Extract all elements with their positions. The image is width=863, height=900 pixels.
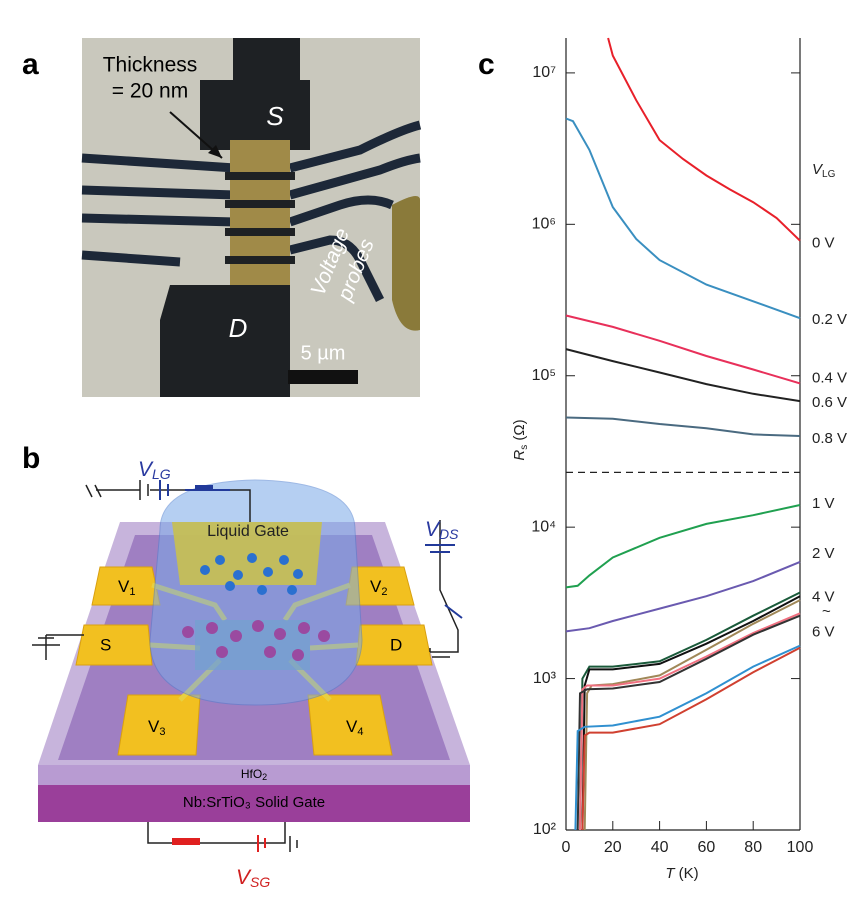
panel-label: a [22,48,39,81]
series-label: 0.8 V [812,430,847,447]
y-tick-label: 10³ [533,670,557,687]
series-label: 2 V [812,545,835,562]
series-label: 0.2 V [812,311,847,328]
panel-label: c [478,48,495,81]
chart: c T (K) Rs (Ω) VLG ~ 10² 10³ 10⁴ 10⁵ 10⁶ 10⁷ 0… [478,37,847,882]
y-tick-label: 10² [533,821,557,838]
data-line [581,646,801,831]
data-line [565,560,801,633]
y-tick-label: 10⁵ [532,367,556,384]
series-label: 1 V [812,495,835,512]
device-diagram [32,479,470,852]
series-label: 0.6 V [812,394,847,411]
dielectric-label: HfO2 [241,767,267,782]
x-tick-label: 100 [787,839,814,856]
v-sg-label: VSG [236,866,270,890]
y-axis-label: Rs (Ω) [511,419,530,460]
panel-label: b [22,442,40,475]
thickness-label: Thickness [103,54,198,77]
data-line [565,314,801,385]
series-label: 4 V [812,589,835,606]
x-tick-label: 20 [604,839,622,856]
data-line [576,614,801,831]
series-label: 6 V [812,624,835,641]
x-tick-label: 80 [744,839,762,856]
x-tick-label: 40 [651,839,669,856]
series-label: 0 V [812,235,835,252]
x-axis-label: T (K) [665,865,698,882]
y-tick-label: 10⁶ [532,216,556,233]
data-line [565,117,801,320]
data-line [581,595,801,831]
pad-label: V1 [118,577,135,597]
source-pad-label: S [100,635,111,654]
data-line [565,504,801,589]
drain-label: D [229,313,248,343]
source-label: S [266,101,284,131]
liquid-gate-label: Liquid Gate [207,523,289,540]
data-line [579,591,801,831]
micrograph [81,38,422,397]
v-lg-label: VLG [138,458,171,482]
thickness-value: = 20 nm [112,80,188,103]
data-line [565,416,801,437]
y-tick-label: 10⁴ [531,518,556,535]
scale-label: 5 µm [301,342,346,364]
data-line [565,348,801,403]
y-tick-label: 10⁷ [532,64,556,81]
x-tick-label: 0 [562,839,571,856]
pad-label: V4 [346,717,363,737]
v-ds-label: VDS [425,518,459,542]
pad-label: V2 [370,577,387,597]
legend-ellipsis: ~ [822,603,831,620]
x-tick-label: 60 [698,839,716,856]
data-line [579,612,801,831]
data-line [583,599,801,831]
solid-gate-label: Nb:SrTiO₃ Solid Gate [183,794,325,811]
drain-pad-label: D [390,635,402,654]
series-label: 0.4 V [812,369,847,386]
pad-label: V3 [148,717,165,737]
data-line [574,644,801,831]
legend-title: VLG [812,161,836,180]
data-line [607,37,801,242]
